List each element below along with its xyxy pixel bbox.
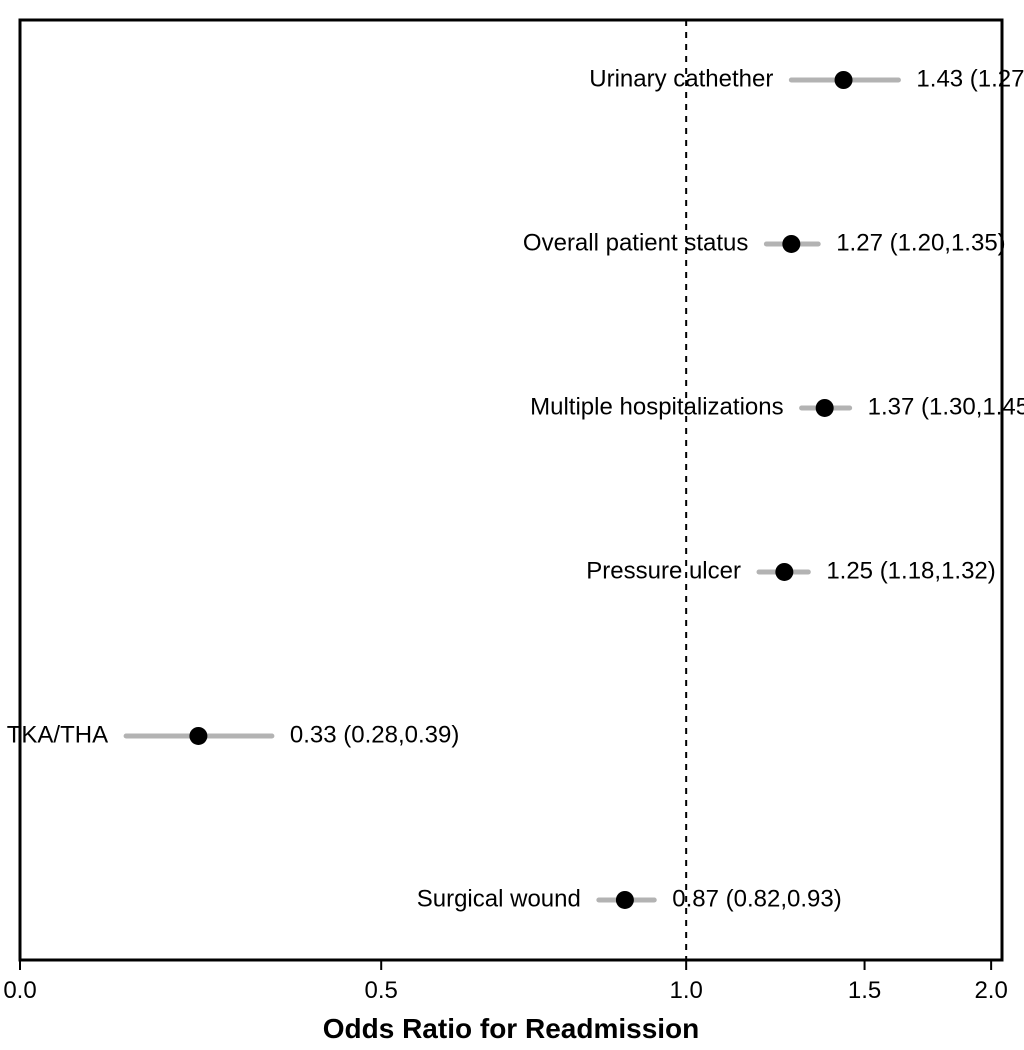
point-estimate	[782, 235, 800, 253]
forest-plot-svg: Urinary cathether 1.43 (1.27,1.62) Overall…	[0, 0, 1024, 1050]
x-tick-label: 1.0	[669, 977, 702, 1004]
value-label: 1.37 (1.30,1.45)	[868, 393, 1024, 420]
row-label: Urinary cathether	[589, 65, 773, 92]
x-tick-label: 2.0	[974, 977, 1007, 1004]
row-label: TKA/THA	[7, 721, 108, 748]
row-label: Overall patient status	[523, 229, 748, 256]
row-label: Pressure ulcer	[586, 557, 741, 584]
value-label: 1.27 (1.20,1.35)	[836, 229, 1005, 256]
x-tick-label: 1.5	[848, 977, 881, 1004]
value-label: 1.25 (1.18,1.32)	[826, 557, 995, 584]
x-tick-label: 0.0	[3, 977, 36, 1004]
row-label: Surgical wound	[417, 885, 581, 912]
point-estimate	[189, 727, 207, 745]
x-axis-title: Odds Ratio for Readmission	[323, 1013, 700, 1044]
point-estimate	[835, 71, 853, 89]
value-label: 0.87 (0.82,0.93)	[672, 885, 841, 912]
point-estimate	[816, 399, 834, 417]
point-estimate	[616, 891, 634, 909]
value-label: 1.43 (1.27,1.62)	[916, 65, 1024, 92]
x-tick-label: 0.5	[365, 977, 398, 1004]
point-estimate	[775, 563, 793, 581]
value-label: 0.33 (0.28,0.39)	[290, 721, 459, 748]
row-label: Multiple hospitalizations	[530, 393, 783, 420]
forest-plot-container: Urinary cathether 1.43 (1.27,1.62) Overall…	[0, 0, 1024, 1050]
